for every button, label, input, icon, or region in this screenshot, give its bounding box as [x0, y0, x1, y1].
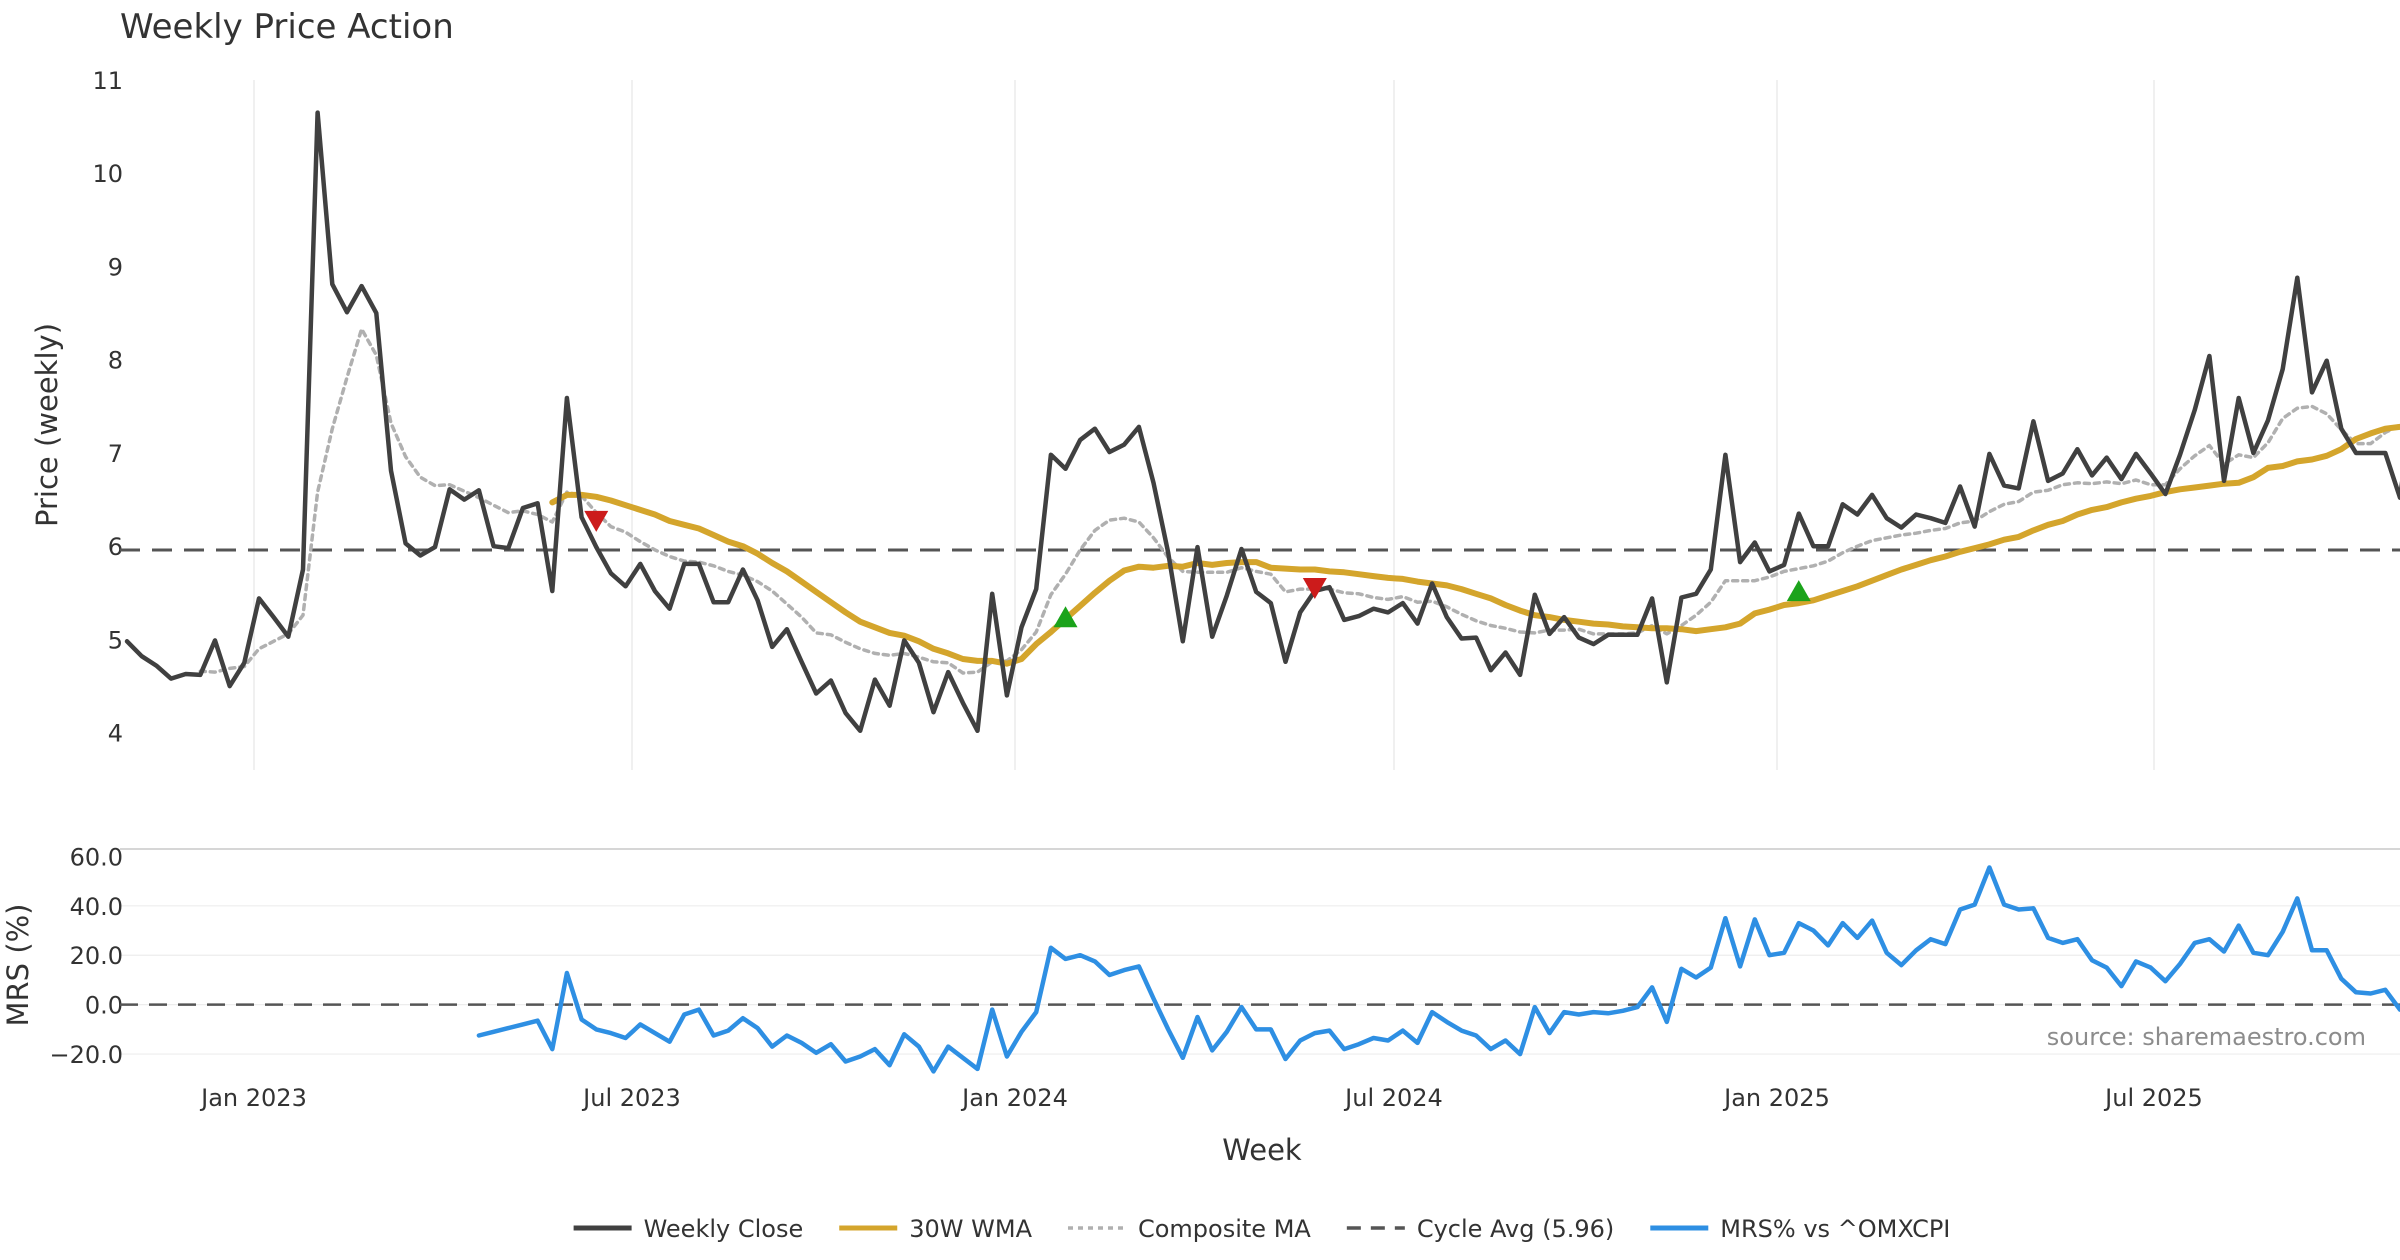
source-note: source: sharemaestro.com — [2047, 1023, 2366, 1051]
x-axis-title: Week — [1222, 1133, 1302, 1167]
mrs-y-tick-label: 20.0 — [70, 942, 123, 970]
legend-label: Weekly Close — [644, 1215, 804, 1243]
legend-label: Composite MA — [1138, 1215, 1311, 1243]
x-axis: Jan 2023 Jul 2023 Jan 2024 Jul 2024 Jan 2025… — [199, 1084, 2203, 1112]
buy-signal-marker — [1786, 580, 1811, 602]
mrs-y-axis: 60.0 40.0 20.0 0.0 −20.0 — [49, 843, 123, 1069]
sell-signal-marker — [1302, 577, 1327, 599]
mrs-line — [476, 865, 2400, 1074]
price-y-tick-label: 8 — [108, 347, 123, 375]
x-tick-label: Jan 2024 — [960, 1084, 1068, 1112]
chart-title: Weekly Price Action — [120, 7, 454, 47]
price-y-tick-label: 10 — [92, 160, 123, 188]
mrs-y-tick-label: −20.0 — [49, 1041, 123, 1069]
wma-30w-line — [549, 423, 2400, 667]
legend-label: MRS% vs ^OMXCPI — [1720, 1215, 1950, 1243]
price-y-axis: 4 5 6 7 8 9 10 11 — [92, 67, 123, 748]
price-y-tick-label: 6 — [108, 533, 123, 561]
x-tick-label: Jul 2025 — [2103, 1084, 2203, 1112]
x-tick-label: Jan 2025 — [1722, 1084, 1830, 1112]
x-tick-label: Jul 2023 — [581, 1084, 681, 1112]
price-y-tick-label: 7 — [108, 440, 123, 468]
series-layer — [120, 110, 2400, 1074]
x-tick-label: Jan 2023 — [199, 1084, 307, 1112]
mrs-y-tick-label: 40.0 — [70, 893, 123, 921]
sell-signal-marker — [584, 510, 609, 532]
mrs-y-tick-label: 0.0 — [85, 992, 123, 1020]
buy-signal-marker — [1053, 606, 1078, 628]
price-y-tick-label: 11 — [92, 67, 123, 95]
price-y-tick-label: 9 — [108, 253, 123, 281]
legend-label: 30W WMA — [909, 1215, 1032, 1243]
signal-markers — [584, 510, 1811, 628]
price-y-axis-title: Price (weekly) — [30, 323, 64, 527]
legend: Weekly Close 30W WMA Composite MA Cycle Avg… — [573, 1215, 1950, 1243]
legend-label: Cycle Avg (5.96) — [1417, 1215, 1614, 1243]
x-tick-label: Jul 2024 — [1343, 1084, 1443, 1112]
weekly-close-line — [124, 110, 2400, 734]
mrs-y-axis-title: MRS (%) — [1, 904, 35, 1027]
mrs-y-tick-label: 60.0 — [70, 843, 123, 871]
price-y-tick-label: 4 — [108, 720, 123, 748]
price-y-tick-label: 5 — [108, 626, 123, 654]
